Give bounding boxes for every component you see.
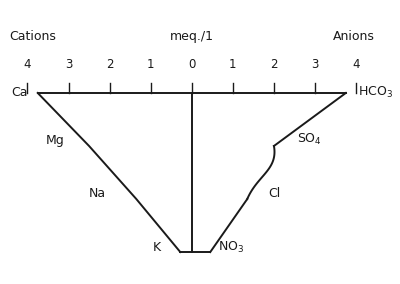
Text: Na: Na (88, 187, 106, 200)
Text: 2: 2 (106, 58, 113, 71)
Text: K: K (153, 241, 161, 254)
Text: Anions: Anions (333, 30, 375, 43)
Text: SO$_4$: SO$_4$ (296, 132, 322, 147)
Text: Mg: Mg (46, 134, 64, 147)
Text: 4: 4 (352, 58, 360, 71)
Text: 3: 3 (65, 58, 72, 71)
Text: 0: 0 (188, 58, 196, 71)
Text: Cations: Cations (9, 30, 56, 43)
Text: NO$_3$: NO$_3$ (218, 240, 245, 255)
Text: 3: 3 (311, 58, 319, 71)
Text: meq./1: meq./1 (170, 30, 214, 43)
Text: 2: 2 (270, 58, 278, 71)
Text: Ca: Ca (11, 86, 28, 99)
Text: 1: 1 (147, 58, 154, 71)
Text: Cl: Cl (268, 187, 280, 200)
Text: 1: 1 (229, 58, 237, 71)
Text: 4: 4 (24, 58, 31, 71)
Text: HCO$_3$: HCO$_3$ (358, 85, 393, 101)
